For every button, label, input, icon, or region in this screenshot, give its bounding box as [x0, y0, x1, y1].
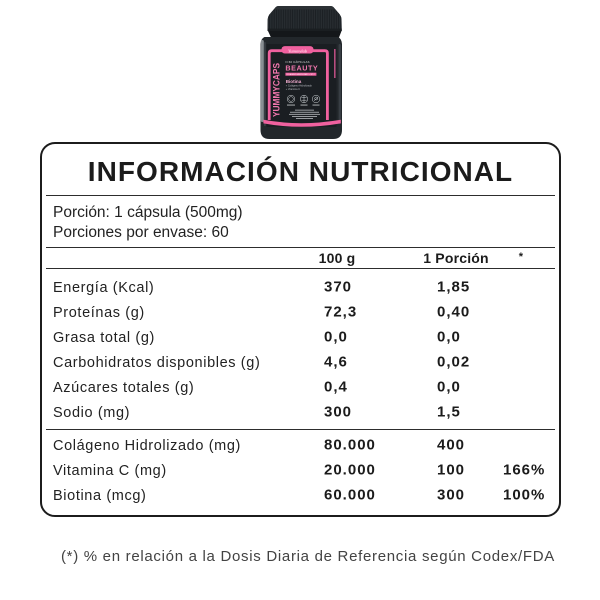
svg-text:+ Vitamina C: + Vitamina C: [286, 88, 301, 91]
svg-text:+ Colágeno Hidrolizado: + Colágeno Hidrolizado: [286, 84, 313, 87]
svg-text:N:60 CÁPSULAS: N:60 CÁPSULAS: [286, 60, 310, 64]
svg-text:BEAUTY: BEAUTY: [285, 63, 318, 72]
svg-text:COLÁGENO HIDROLIZADO + VIT C: COLÁGENO HIDROLIZADO + VIT C: [286, 73, 315, 76]
svg-text:Biotina: Biotina: [286, 79, 302, 84]
svg-text:Yummylab: Yummylab: [288, 48, 308, 53]
svg-text:YUMMYCAPS: YUMMYCAPS: [272, 63, 282, 117]
